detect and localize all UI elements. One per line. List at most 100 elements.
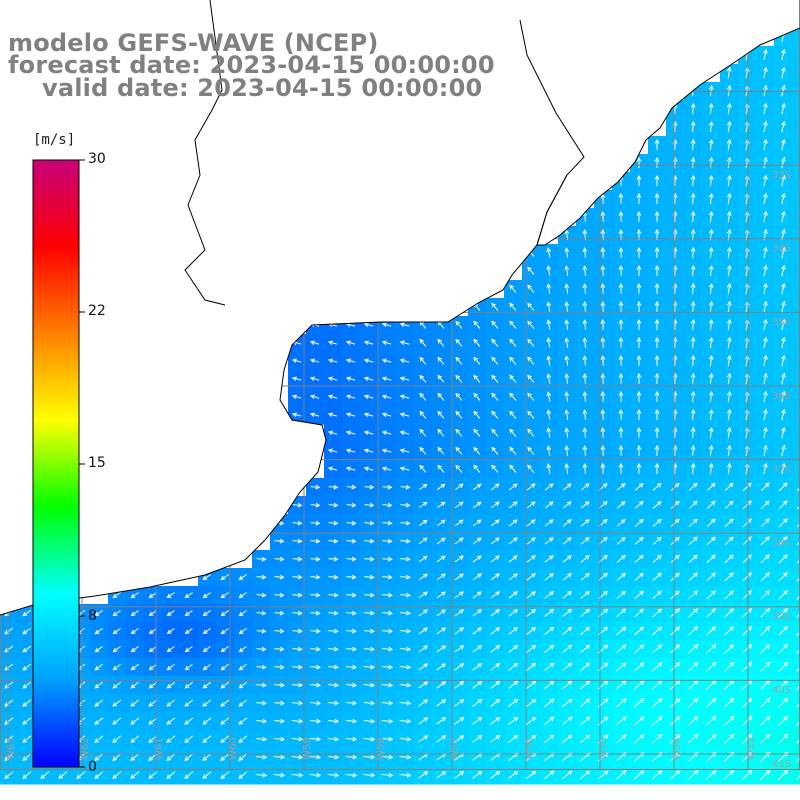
wind-arrow — [526, 698, 537, 708]
wind-arrow — [618, 319, 624, 330]
wind-arrow — [130, 717, 140, 725]
wind-arrow — [310, 502, 321, 508]
wind-arrow — [399, 664, 412, 670]
wind-arrow — [580, 608, 591, 617]
wind-arrow — [760, 572, 770, 582]
wind-arrow — [238, 610, 247, 617]
wind-arrow — [310, 610, 321, 616]
wind-arrow — [634, 590, 645, 600]
wind-arrow — [651, 698, 663, 708]
wind-arrow — [618, 445, 624, 456]
wind-arrow — [508, 537, 518, 545]
wind-arrow — [562, 590, 573, 599]
wind-arrow — [796, 685, 800, 690]
wind-arrow — [781, 336, 786, 349]
wind-arrow — [778, 661, 789, 672]
wind-arrow — [130, 592, 139, 599]
wind-arrow — [148, 592, 157, 599]
wind-arrow — [509, 302, 517, 311]
wind-arrow — [509, 374, 517, 383]
wind-arrow — [256, 646, 267, 652]
wind-arrow — [763, 444, 768, 457]
wind-arrow — [437, 410, 445, 419]
wind-arrow — [690, 192, 696, 205]
wind-arrow — [455, 410, 463, 419]
wind-arrow — [291, 736, 304, 742]
wind-arrow — [600, 391, 606, 402]
wind-arrow — [166, 735, 176, 743]
wind-arrow — [618, 337, 624, 348]
wind-arrow — [687, 715, 699, 726]
wind-arrow — [291, 772, 304, 778]
wind-arrow — [616, 536, 626, 545]
wind-arrow — [382, 592, 393, 598]
wind-arrow — [726, 66, 732, 79]
wind-arrow — [490, 770, 501, 779]
wind-arrow — [690, 174, 696, 187]
wind-arrow — [778, 536, 788, 546]
wind-arrow — [436, 735, 447, 743]
wind-arrow — [166, 771, 176, 780]
wind-arrow — [399, 376, 410, 381]
wind-arrow — [726, 318, 732, 331]
wind-arrow — [562, 573, 572, 581]
wind-arrow — [543, 770, 555, 780]
wind-arrow — [491, 302, 499, 311]
wind-arrow — [437, 356, 445, 365]
wind-arrow — [690, 156, 696, 169]
wind-arrow — [781, 102, 786, 115]
wind-arrow — [490, 627, 501, 635]
wind-arrow — [490, 609, 501, 617]
wind-arrow — [618, 265, 624, 276]
colorbar-tick-0: 0 — [88, 759, 97, 775]
wind-cell — [792, 514, 800, 533]
wind-cell — [792, 730, 800, 749]
wind-arrow — [472, 663, 483, 671]
wind-arrow — [543, 716, 555, 726]
wind-arrow — [166, 628, 175, 635]
wind-arrow — [778, 697, 789, 708]
wind-arrow — [561, 716, 573, 726]
wind-arrow — [796, 505, 800, 510]
wind-arrow — [220, 628, 229, 635]
lat-tick-label: 34S — [772, 244, 791, 255]
wind-arrow — [580, 554, 590, 563]
wind-arrow — [491, 374, 499, 383]
wind-arrow — [796, 649, 800, 654]
wind-cell — [792, 694, 800, 713]
wind-arrow — [582, 301, 588, 312]
wind-arrow — [509, 464, 517, 473]
wind-arrow — [615, 680, 627, 690]
wind-arrow — [781, 390, 786, 403]
wind-arrow — [708, 318, 714, 331]
wind-arrow — [345, 664, 358, 670]
wind-arrow — [708, 354, 714, 367]
wind-arrow — [759, 697, 771, 708]
wind-arrow — [363, 322, 374, 328]
wind-arrow — [436, 501, 446, 509]
wind-arrow — [708, 102, 714, 115]
wind-arrow — [112, 735, 122, 743]
wind-cell — [792, 424, 800, 443]
wind-arrow — [526, 716, 537, 726]
wind-arrow — [600, 229, 606, 240]
wind-arrow — [654, 354, 660, 367]
wind-arrow — [454, 771, 465, 779]
wind-cell — [792, 532, 800, 551]
wind-arrow — [327, 340, 338, 346]
wind-arrow — [760, 590, 770, 600]
wind-arrow — [436, 627, 447, 635]
wind-arrow — [399, 412, 410, 417]
wind-arrow — [202, 681, 212, 689]
wind-arrow — [634, 536, 644, 545]
wind-cell — [792, 154, 800, 173]
wind-arrow — [636, 336, 642, 348]
wind-cell — [792, 442, 800, 461]
wind-arrow — [400, 538, 411, 544]
wind-arrow — [310, 592, 321, 598]
wind-arrow — [166, 610, 175, 617]
lon-tick-label: W60 — [228, 737, 239, 760]
wind-arrow — [418, 591, 428, 599]
wind-arrow — [527, 302, 535, 311]
wind-arrow — [130, 771, 140, 780]
